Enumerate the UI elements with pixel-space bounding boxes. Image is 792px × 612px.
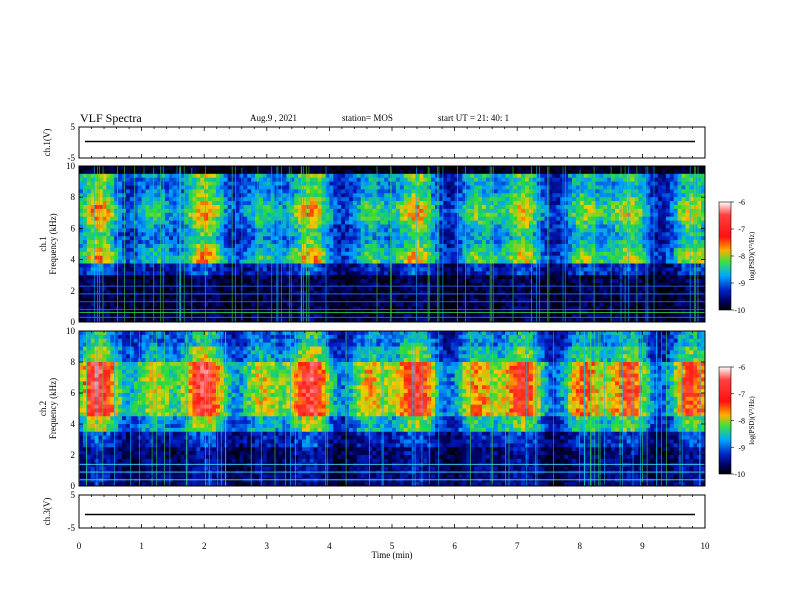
ch1-spectrogram-colorbar-tick: -8 <box>738 252 745 261</box>
ch2-spectrogram-ytick-label: 6 <box>71 388 76 398</box>
ch1-waveform-frame <box>78 126 706 159</box>
ch2-spectrogram-ylabel-line1: ch.2 <box>38 401 48 416</box>
ch2-spectrogram-cells <box>79 331 706 487</box>
ch1-spectrogram-colorbar-tick: -6 <box>738 198 745 207</box>
ch2-spectrogram-colorbar-tick: -6 <box>738 363 745 372</box>
ch1-spectrogram-ytick-label: 10 <box>66 161 76 171</box>
x-tick-label: 6 <box>452 541 457 551</box>
ch3-waveform-ylabel: ch.3(V) <box>42 498 52 526</box>
x-tick-label: 3 <box>265 541 270 551</box>
x-axis-label: Time (min) <box>372 550 413 560</box>
ch3-waveform-ytick-label: -5 <box>68 523 76 533</box>
ch1-spectrogram-ylabel-line2: Frequency (kHz) <box>48 213 58 274</box>
ch1-spectrogram-ytick-label: 8 <box>71 192 76 202</box>
ch1-spectrogram-colorbar <box>718 201 732 311</box>
ch1-spectrogram-ytick-label: 0 <box>71 317 76 327</box>
ch1-spectrogram-colorbar-label: log(PSD)(V²/Hz) <box>748 231 756 280</box>
ch1-spectrogram-ytick-label: 6 <box>71 223 76 233</box>
x-tick-label: 1 <box>139 541 144 551</box>
ch2-spectrogram-ytick-label: 0 <box>71 481 76 491</box>
ch2-spectrogram-colorbar <box>718 366 732 475</box>
start-time-label: start UT = 21: 40: 1 <box>438 113 510 123</box>
ch2-spectrogram-ytick-label: 8 <box>71 357 76 367</box>
ch2-spectrogram-colorbar-tick: -10 <box>734 470 745 479</box>
ch1-spectrogram-colorbar-tick: -7 <box>738 225 745 234</box>
ch3-waveform-frame <box>78 494 706 529</box>
ch1-spectrogram-ytick-label: 2 <box>71 286 76 296</box>
x-tick-label: 10 <box>701 541 711 551</box>
x-tick-label: 8 <box>578 541 583 551</box>
ch1-spectrogram-cells <box>79 166 706 323</box>
x-tick-label: 4 <box>327 541 332 551</box>
ch1-waveform-ytick-label: 5 <box>71 122 76 132</box>
ch2-spectrogram-colorbar-tick: -9 <box>738 443 745 452</box>
chart-title: VLF Spectra <box>80 111 142 125</box>
x-tick-label: 5 <box>390 541 395 551</box>
date-label: Aug.9 , 2021 <box>250 113 297 123</box>
x-tick-label: 7 <box>515 541 520 551</box>
ch2-spectrogram-ytick-label: 2 <box>71 450 76 460</box>
ch1-spectrogram-colorbar-tick: -10 <box>734 306 745 315</box>
ch1-waveform-ylabel: ch.1(V) <box>42 129 52 157</box>
ch3-waveform-ytick-label: 5 <box>71 490 76 500</box>
ch2-spectrogram-ylabel-line2: Frequency (kHz) <box>48 378 58 439</box>
ch2-spectrogram-ytick-label: 4 <box>71 419 76 429</box>
ch1-spectrogram-colorbar-tick: -9 <box>738 279 745 288</box>
ch2-spectrogram-colorbar-tick: -8 <box>738 417 745 426</box>
station-label: station= MOS <box>342 113 393 123</box>
ch2-spectrogram-colorbar-label: log(PSD)(V²/Hz) <box>748 396 756 445</box>
ch2-spectrogram-colorbar-tick: -7 <box>738 390 745 399</box>
ch2-spectrogram-ytick-label: 10 <box>66 326 76 336</box>
ch1-spectrogram-ylabel-line1: ch.1 <box>38 236 48 251</box>
x-tick-label: 2 <box>202 541 207 551</box>
x-tick-label: 0 <box>77 541 82 551</box>
x-tick-label: 9 <box>640 541 645 551</box>
ch2-narrowband-lines <box>79 463 705 481</box>
ch1-spectrogram-ytick-label: 4 <box>71 255 76 265</box>
ch1-narrowband-lines <box>79 285 705 318</box>
ch1-waveform-ytick-label: -5 <box>68 153 76 163</box>
